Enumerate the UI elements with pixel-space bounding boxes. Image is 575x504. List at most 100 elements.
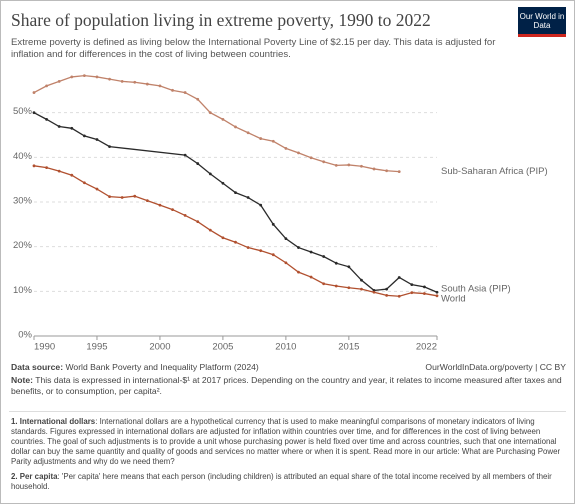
legend-label: Sub-Saharan Africa (PIP) bbox=[441, 166, 548, 177]
data-point bbox=[410, 283, 414, 287]
data-point bbox=[234, 125, 237, 129]
data-point bbox=[196, 97, 200, 101]
data-point bbox=[259, 249, 263, 253]
data-point bbox=[397, 170, 401, 174]
data-point bbox=[70, 126, 74, 130]
data-point bbox=[334, 284, 338, 288]
data-point bbox=[284, 261, 288, 265]
footnote-term: 2. Per capita bbox=[11, 472, 58, 481]
data-point bbox=[309, 275, 313, 279]
data-point bbox=[82, 181, 86, 185]
y-tick-label: 0% bbox=[18, 330, 32, 341]
data-point bbox=[95, 75, 99, 79]
footnote-text: : International dollars are a hypothetic… bbox=[11, 417, 561, 466]
footnote: 2. Per capita: 'Per capita' here means t… bbox=[11, 472, 566, 492]
data-point bbox=[95, 187, 99, 191]
data-point bbox=[221, 236, 225, 240]
data-point bbox=[259, 137, 263, 140]
data-point bbox=[45, 117, 48, 121]
data-point bbox=[360, 164, 363, 168]
chart-title: Share of population living in extreme po… bbox=[11, 10, 431, 30]
data-point bbox=[347, 265, 351, 269]
data-point bbox=[183, 91, 187, 94]
data-point bbox=[221, 181, 225, 185]
x-tick-label: 1995 bbox=[86, 342, 107, 353]
data-point bbox=[234, 191, 237, 195]
chart: 0% 10% 20% 30% 40% 50% 1990 1995 2000 2005 2010 201… bbox=[13, 74, 548, 353]
data-point bbox=[246, 196, 250, 199]
data-point bbox=[423, 285, 426, 289]
logo[interactable]: Our World in Data bbox=[518, 7, 566, 37]
data-point bbox=[309, 250, 313, 254]
series-line bbox=[33, 165, 438, 297]
data-point bbox=[82, 134, 86, 138]
data-point bbox=[360, 278, 363, 282]
data-point bbox=[208, 111, 212, 115]
x-tick-label: 2005 bbox=[212, 342, 233, 353]
legend-label: World bbox=[441, 294, 466, 305]
data-point bbox=[297, 270, 300, 274]
note-text: This data is expressed in international-… bbox=[11, 375, 562, 396]
data-point bbox=[32, 111, 36, 115]
data-point bbox=[158, 203, 162, 207]
data-point bbox=[372, 290, 376, 294]
data-point bbox=[435, 290, 439, 294]
data-point bbox=[133, 80, 137, 84]
data-point bbox=[196, 162, 200, 165]
footnote-text: : 'Per capita' here means that each pers… bbox=[11, 472, 552, 491]
data-point bbox=[385, 169, 389, 173]
source-url[interactable]: OurWorldInData.org/poverty | CC BY bbox=[425, 362, 566, 372]
y-tick-label: 50% bbox=[13, 106, 33, 117]
data-point bbox=[271, 253, 275, 257]
data-point bbox=[284, 237, 288, 241]
data-point bbox=[57, 80, 61, 83]
data-point bbox=[297, 151, 300, 155]
data-point bbox=[347, 286, 351, 290]
data-point bbox=[32, 164, 36, 168]
data-point bbox=[360, 287, 363, 291]
data-point bbox=[158, 84, 162, 88]
data-point bbox=[423, 292, 426, 295]
data-point bbox=[322, 160, 326, 164]
data-point bbox=[133, 194, 137, 198]
data-point bbox=[120, 196, 124, 199]
data-point bbox=[70, 173, 74, 177]
data-point bbox=[385, 293, 389, 297]
data-point bbox=[246, 246, 250, 249]
separator bbox=[9, 411, 566, 412]
data-point bbox=[32, 91, 36, 94]
data-point bbox=[322, 255, 326, 258]
footnotes: 1. International dollars: International … bbox=[11, 417, 566, 497]
chart-subtitle: Extreme poverty is defined as living bel… bbox=[11, 37, 496, 60]
data-point bbox=[196, 220, 200, 224]
data-point bbox=[145, 199, 149, 203]
data-point bbox=[57, 125, 61, 128]
data-point bbox=[82, 74, 86, 77]
data-point bbox=[435, 294, 439, 298]
data-point bbox=[45, 166, 48, 170]
data-point bbox=[108, 195, 111, 199]
data-point bbox=[284, 147, 288, 150]
data-point bbox=[347, 163, 351, 167]
x-tick-label: 1990 bbox=[34, 342, 55, 353]
data-point bbox=[410, 291, 414, 295]
data-point bbox=[108, 77, 111, 81]
x-tick-label: 2015 bbox=[338, 342, 359, 353]
data-point bbox=[208, 228, 212, 232]
series-line bbox=[33, 74, 400, 173]
data-point bbox=[145, 82, 149, 86]
y-tick-label: 20% bbox=[13, 240, 33, 251]
data-point bbox=[297, 246, 300, 249]
note: Note: This data is expressed in internat… bbox=[11, 375, 566, 397]
data-point bbox=[221, 117, 225, 121]
x-tick-label: 2022 bbox=[416, 342, 437, 353]
note-label: Note: bbox=[11, 375, 33, 385]
source-text: World Bank Poverty and Inequality Platfo… bbox=[65, 362, 259, 372]
data-point bbox=[372, 167, 376, 171]
data-point bbox=[259, 203, 263, 207]
data-point bbox=[322, 282, 326, 286]
source: Data source: World Bank Poverty and Ineq… bbox=[11, 362, 566, 373]
data-point bbox=[271, 222, 275, 226]
data-point bbox=[385, 287, 389, 291]
data-point bbox=[208, 172, 212, 176]
